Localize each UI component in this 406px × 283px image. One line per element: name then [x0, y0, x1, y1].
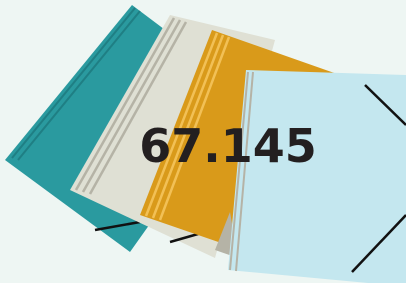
blue-folder [228, 70, 406, 283]
page: 67.145 (() => { const data = JSON.parse(… [0, 0, 406, 283]
headline-number: 67.145 [139, 119, 317, 173]
illustration: 67.145 [0, 0, 406, 283]
